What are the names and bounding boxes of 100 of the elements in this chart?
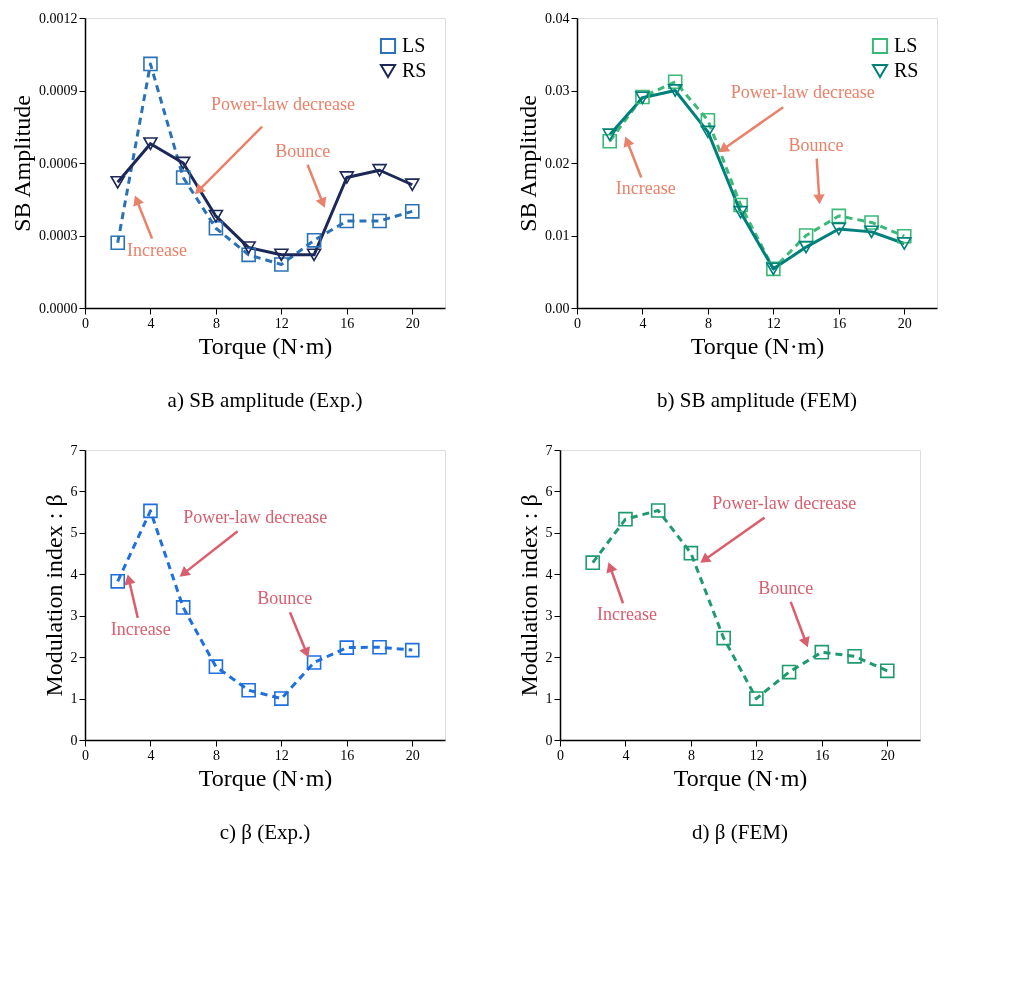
- point: [110, 574, 126, 589]
- annotation: Increase: [127, 239, 187, 260]
- point: [602, 133, 618, 149]
- y-tick-label: 0: [545, 732, 553, 748]
- text: a) SB amplitude (Exp.): [167, 388, 363, 412]
- point: [175, 600, 191, 615]
- x-tick-label: 12: [274, 315, 289, 331]
- point: [372, 163, 387, 177]
- y-tick-label: 4: [545, 566, 553, 582]
- y-tick-label: 1: [70, 691, 78, 707]
- x-axis-title: Torque (N·m): [690, 332, 825, 359]
- x-axis-title: Torque (N·m): [198, 764, 333, 791]
- x-tick-label: 0: [574, 315, 581, 331]
- x-tick-label: 4: [147, 747, 155, 763]
- annotation: Increase: [615, 178, 676, 199]
- point: [733, 197, 748, 213]
- point: [143, 56, 158, 72]
- x-tick-label: 16: [815, 747, 830, 763]
- point: [274, 257, 289, 272]
- point: [733, 205, 748, 219]
- point: [864, 215, 879, 230]
- x-tick-label: 12: [274, 747, 289, 763]
- legend-label: RS: [402, 59, 427, 81]
- point: [274, 248, 289, 262]
- x-tick-label: 20: [880, 747, 895, 763]
- y-tick-label: 7: [70, 442, 78, 458]
- x-tick-label: 16: [340, 747, 355, 763]
- x-tick-label: 8: [704, 315, 712, 331]
- y-tick-label: 0.0000: [39, 300, 78, 316]
- point: [896, 228, 912, 244]
- point: [618, 511, 633, 527]
- point: [700, 112, 716, 128]
- point: [306, 655, 322, 670]
- point: [716, 630, 731, 646]
- point: [847, 649, 862, 664]
- point: [372, 639, 387, 655]
- x-tick-label: 4: [622, 747, 630, 763]
- y-tick-label: 0.0003: [39, 228, 78, 243]
- annotation: Power-law decrease: [712, 492, 857, 513]
- point: [208, 659, 224, 674]
- point: [404, 204, 420, 219]
- x-axis-title: Torque (N·m): [198, 332, 333, 359]
- x-tick-label: 4: [639, 315, 647, 331]
- legend-label: LS: [402, 34, 426, 56]
- point: [306, 233, 322, 248]
- y-tick-label: 0.03: [545, 83, 570, 98]
- x-tick-label: 8: [687, 747, 695, 763]
- point: [241, 247, 256, 263]
- point: [896, 237, 912, 250]
- point: [175, 156, 191, 170]
- y-tick-label: 5: [545, 525, 553, 541]
- point: [175, 170, 191, 185]
- annotation: Increase: [110, 619, 171, 640]
- x-tick-label: 0: [82, 747, 89, 763]
- annotation: Bounce: [275, 141, 331, 162]
- x-tick-label: 8: [212, 315, 220, 331]
- point: [879, 663, 895, 679]
- legend-label: LS: [894, 34, 918, 56]
- point: [339, 213, 355, 229]
- y-tick-label: 2: [70, 649, 78, 665]
- point: [798, 240, 814, 254]
- annotation: Power-law decrease: [210, 94, 356, 115]
- point: [241, 241, 256, 255]
- x-axis-title: Torque (N·m): [673, 764, 808, 791]
- y-axis-title: SB Amplitude: [9, 95, 35, 232]
- point: [781, 664, 797, 680]
- point: [864, 225, 879, 239]
- point: [814, 644, 830, 660]
- point: [143, 503, 158, 519]
- y-tick-label: 0.04: [545, 10, 570, 26]
- text: c) β (Exp.): [219, 820, 311, 844]
- y-tick-label: 0.0012: [39, 10, 78, 26]
- y-tick-label: 6: [70, 483, 78, 499]
- point: [404, 178, 420, 192]
- annotation: Bounce: [257, 588, 313, 609]
- point: [749, 691, 764, 706]
- y-tick-label: 1: [545, 691, 553, 707]
- point: [110, 175, 126, 189]
- point: [241, 682, 256, 698]
- annotation: Power-law decrease: [730, 82, 875, 103]
- point: [208, 209, 224, 223]
- y-tick-label: 5: [70, 525, 78, 541]
- point: [831, 222, 847, 236]
- point: [110, 235, 126, 251]
- y-axis-title: Modulation index : β: [40, 494, 67, 697]
- y-tick-label: 0.0009: [39, 83, 78, 98]
- y-tick-label: 0.02: [545, 155, 570, 171]
- x-tick-label: 12: [749, 747, 764, 763]
- x-tick-label: 8: [212, 747, 220, 763]
- legend-label: RS: [894, 59, 919, 81]
- annotation: Power-law decrease: [183, 506, 328, 527]
- y-tick-label: 3: [70, 608, 78, 624]
- point: [667, 74, 683, 90]
- point: [208, 220, 224, 236]
- annotation: Bounce: [758, 577, 814, 598]
- point: [274, 691, 289, 706]
- annotation: Bounce: [788, 134, 844, 155]
- point: [339, 171, 355, 184]
- y-tick-label: 0.00: [545, 300, 570, 316]
- point: [700, 125, 716, 139]
